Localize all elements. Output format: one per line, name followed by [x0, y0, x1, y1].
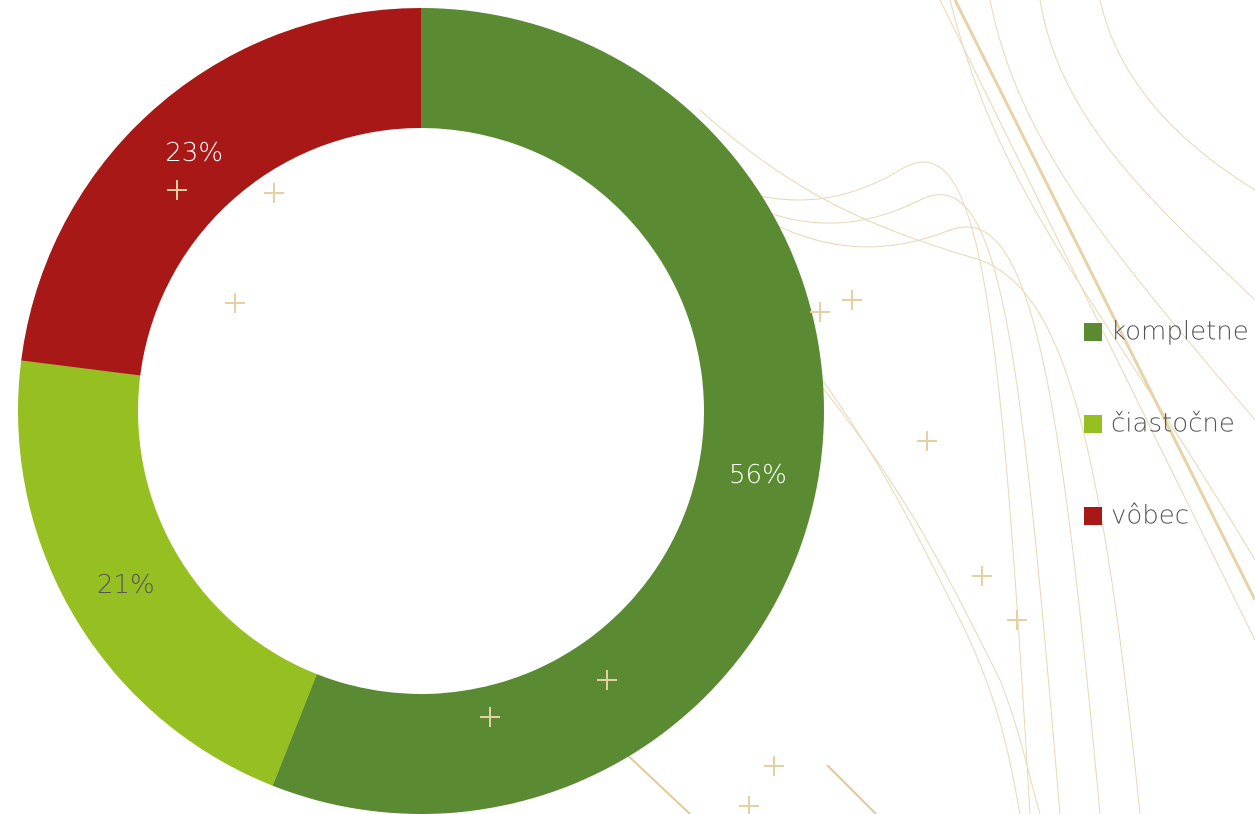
legend-swatch	[1084, 323, 1102, 341]
legend-swatch	[1084, 507, 1102, 525]
donut-slice	[21, 8, 422, 376]
slice-label: 56%	[729, 460, 787, 490]
legend-swatch	[1084, 415, 1102, 433]
legend-label: kompletne	[1111, 317, 1249, 347]
legend-label: vôbec	[1111, 501, 1189, 531]
donut-slice	[272, 8, 824, 814]
slices: 56% 21% 23%	[18, 8, 824, 814]
legend-label: čiastočne	[1111, 409, 1235, 439]
legend: kompletne čiastočne vôbec	[1084, 317, 1249, 531]
decor-plus	[167, 180, 1027, 814]
donut-slice	[18, 360, 317, 786]
slice-label: 21%	[97, 570, 155, 600]
slice-label: 23%	[165, 138, 223, 168]
